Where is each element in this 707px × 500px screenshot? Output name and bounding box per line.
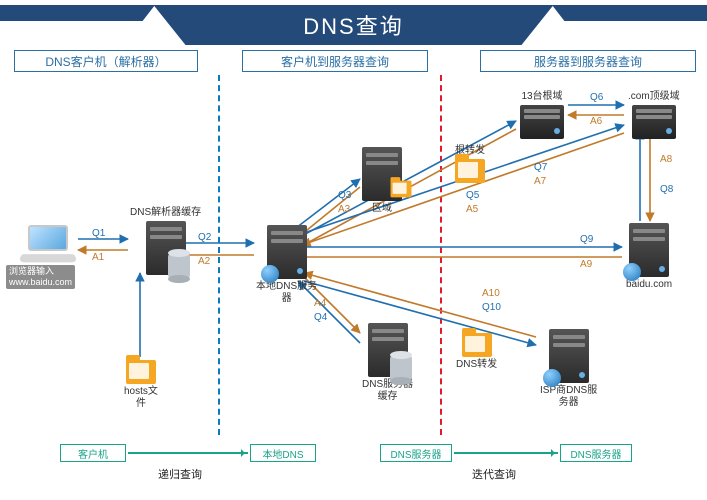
column-header-1: 客户机到服务器查询 — [242, 50, 428, 72]
browser-hint: 浏览器输入www.baidu.com — [6, 265, 75, 289]
node-baidu: baidu.com — [626, 223, 672, 291]
node-isp: ISP商DNS服 务器 — [540, 329, 597, 408]
node-hosts: hosts文 件 — [124, 360, 158, 409]
node-graphic-hosts — [126, 360, 156, 384]
node-label-root: 13台根域 — [521, 91, 562, 103]
node-graphic-rootfwd — [455, 159, 485, 183]
node-graphic-root — [520, 105, 564, 139]
bottom-box-3: DNS服务器 — [560, 444, 632, 462]
bottom-box-1: 本地DNS — [250, 444, 316, 462]
node-graphic-tld — [632, 105, 676, 139]
node-graphic-dnscache — [368, 323, 408, 377]
node-graphic-isp — [549, 329, 589, 383]
bottom-label-1: 迭代查询 — [472, 466, 516, 482]
bottom-arrow-1 — [454, 452, 558, 454]
node-graphic-dnsfwd — [462, 333, 492, 357]
flow-A10 — [304, 273, 536, 337]
node-label-localdns: 本地DNS服务 器 — [256, 281, 317, 304]
column-header-2: 服务器到服务器查询 — [480, 50, 696, 72]
node-label-tld: .com顶级域 — [628, 91, 680, 103]
node-label-dnsfwd: DNS转发 — [456, 359, 497, 371]
node-tld: .com顶级域 — [628, 91, 680, 139]
bottom-label-0: 递归查询 — [158, 466, 202, 482]
node-label-isp: ISP商DNS服 务器 — [540, 385, 597, 408]
flow-Q10 — [304, 281, 536, 345]
node-label-hosts: hosts文 件 — [124, 386, 158, 409]
node-label-resolver: DNS解析器缓存 — [130, 207, 201, 219]
node-dnscache: DNS服务器 缓存 — [362, 323, 413, 402]
bottom-arrow-0 — [128, 452, 248, 454]
flow-arrows — [0, 75, 707, 455]
node-graphic-localdns — [267, 225, 307, 279]
node-rootfwd: 根转发 — [455, 145, 485, 183]
bottom-box-0: 客户机 — [60, 444, 126, 462]
diagram-canvas: 浏览器输入www.baidu.com DNS解析器缓存 hosts文 件 本地DNS服… — [0, 75, 707, 460]
node-dnsfwd: DNS转发 — [456, 333, 497, 371]
node-label-zone: 区域 — [372, 203, 392, 215]
node-graphic-zone — [362, 147, 402, 201]
node-graphic-laptop — [20, 225, 76, 263]
bottom-box-2: DNS服务器 — [380, 444, 452, 462]
node-graphic-resolver — [146, 221, 186, 275]
node-zone: 区域 — [362, 147, 402, 215]
node-localdns: 本地DNS服务 器 — [256, 225, 317, 304]
node-laptop — [20, 225, 76, 263]
column-header-0: DNS客户机（解析器） — [14, 50, 198, 72]
page-title: DNS查询 — [303, 9, 403, 41]
node-root: 13台根域 — [520, 91, 564, 139]
node-graphic-baidu — [629, 223, 669, 277]
title-bar: DNS查询 — [0, 5, 707, 45]
node-resolver: DNS解析器缓存 — [130, 207, 201, 275]
